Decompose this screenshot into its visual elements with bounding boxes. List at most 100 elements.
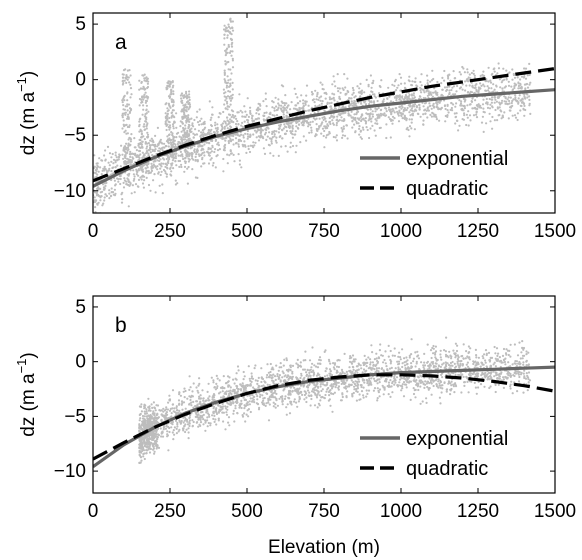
scatter-point [166,430,169,433]
scatter-point [385,123,388,126]
scatter-point [211,139,214,142]
scatter-point [225,26,228,29]
scatter-point [506,98,509,101]
scatter-point [397,363,400,366]
scatter-point [481,115,484,118]
scatter-point [387,344,390,347]
scatter-point [373,387,377,390]
scatter-point [114,154,117,157]
scatter-point [145,408,148,411]
scatter-point [403,117,406,120]
scatter-point [474,375,477,379]
scatter-point [207,162,211,165]
scatter-point [233,160,236,163]
scatter-point [173,410,176,413]
scatter-point [185,110,188,113]
scatter-point [507,353,510,357]
scatter-point [229,150,232,153]
scatter-point [273,133,276,136]
scatter-point [294,92,297,96]
scatter-point [187,123,190,126]
scatter-point [138,158,141,161]
scatter-point [496,119,499,122]
scatter-point [331,119,334,122]
scatter-point [419,95,422,98]
scatter-point [185,101,189,104]
scatter-point [391,110,394,113]
scatter-point [246,137,249,140]
scatter-point [489,377,492,381]
scatter-point [198,108,201,111]
scatter-point [175,126,178,129]
scatter-point [373,95,376,98]
scatter-point [133,137,136,140]
scatter-point [327,124,330,127]
scatter-point [520,351,523,354]
scatter-point [167,159,170,163]
scatter-point [235,141,238,145]
scatter-point [218,148,221,151]
scatter-point [189,398,192,402]
scatter-point [368,136,371,140]
scatter-point [166,135,169,138]
scatter-point [352,366,355,369]
scatter-point [287,393,290,396]
scatter-point [391,115,395,118]
x-tick-label: 750 [308,221,340,242]
scatter-point [341,395,344,399]
scatter-point [138,104,141,107]
scatter-point [280,366,283,369]
scatter-point [188,106,191,109]
scatter-point [511,99,514,103]
scatter-point [164,162,167,165]
scatter-point [273,109,276,112]
scatter-point [335,124,338,127]
scatter-point [466,71,469,74]
scatter-point [94,172,97,175]
scatter-point [346,137,349,140]
scatter-point [187,127,190,130]
scatter-point [507,96,510,99]
scatter-point [268,137,271,140]
scatter-point [145,112,148,115]
scatter-point [429,113,432,116]
scatter-point [146,136,149,139]
scatter-point [332,96,335,99]
scatter-point [338,105,341,108]
scatter-point [285,109,288,112]
scatter-point [228,135,231,139]
scatter-point [110,160,113,163]
scatter-point [325,134,328,137]
scatter-point [493,361,496,364]
scatter-point [321,100,324,103]
scatter-point [304,103,307,106]
scatter-point [103,165,106,168]
scatter-point [104,184,107,187]
scatter-point [172,109,175,112]
scatter-point [416,355,419,358]
scatter-point [350,116,353,119]
scatter-point [527,371,531,374]
scatter-point [137,144,140,147]
scatter-point [201,147,204,151]
scatter-point [128,153,131,156]
scatter-point [93,154,96,157]
scatter-point [281,137,284,140]
scatter-point [422,88,425,91]
scatter-point [138,453,141,456]
scatter-point [139,87,142,90]
scatter-point [353,360,356,363]
scatter-point [145,412,149,415]
scatter-point [145,127,148,130]
scatter-point [428,367,431,370]
scatter-point [317,110,320,113]
scatter-point [466,116,469,119]
scatter-point [230,54,233,57]
scatter-point [405,376,409,379]
scatter-point [464,98,467,101]
scatter-point [211,106,214,109]
scatter-point [164,122,167,126]
scatter-point [359,136,362,139]
scatter-point [306,121,309,124]
scatter-point [147,397,150,400]
